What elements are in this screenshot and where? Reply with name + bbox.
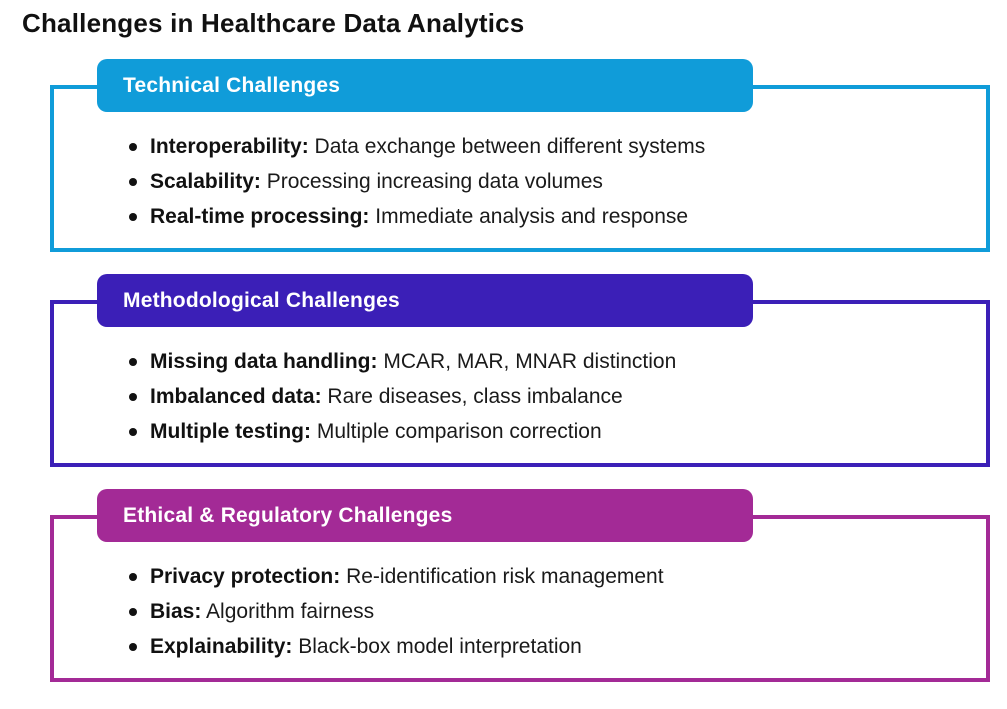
section-header-label: Ethical & Regulatory Challenges (123, 503, 453, 527)
bullet-term: Scalability (150, 170, 254, 193)
bullet-icon (129, 573, 137, 581)
bullet-term: Imbalanced data (150, 385, 315, 408)
bullet-item: Multiple testing: Multiple comparison co… (129, 414, 976, 449)
bullet-icon (129, 643, 137, 651)
bullet-separator: : (304, 420, 311, 443)
bullet-icon (129, 178, 137, 186)
bullet-term: Real-time processing (150, 205, 363, 228)
bullet-icon (129, 213, 137, 221)
bullet-separator: : (301, 135, 309, 158)
bullet-item: Real-time processing: Immediate analysis… (129, 199, 976, 234)
bullet-icon (129, 358, 137, 366)
bullet-term: Bias (150, 600, 195, 623)
bullet-desc: Data exchange between different systems (314, 135, 706, 158)
bullet-desc: Re-identification risk management (346, 565, 664, 588)
bullet-term: Privacy protection (150, 565, 334, 588)
bullet-item: Imbalanced data: Rare diseases, class im… (129, 379, 976, 414)
bullet-term: Interoperability (150, 135, 302, 158)
bullet-icon (129, 393, 137, 401)
bullet-item: Bias: Algorithm fairness (129, 594, 976, 629)
bullet-desc: MCAR, MAR, MNAR distinction (383, 350, 677, 373)
section-header-tab: Technical Challenges (97, 59, 753, 112)
section-header-tab: Ethical & Regulatory Challenges (97, 489, 753, 542)
bullet-list: Interoperability: Data exchange between … (129, 129, 976, 234)
bullet-icon (129, 428, 137, 436)
bullet-item: Missing data handling: MCAR, MAR, MNAR d… (129, 344, 976, 379)
bullet-term: Multiple testing (150, 420, 304, 443)
sections-container: Technical Challenges Interoperability: D… (0, 59, 1007, 682)
bullet-item: Privacy protection: Re-identification ri… (129, 559, 976, 594)
bullet-term: Explainability (150, 635, 286, 658)
bullet-separator: : (370, 350, 378, 373)
bullet-list: Missing data handling: MCAR, MAR, MNAR d… (129, 344, 976, 449)
section-technical-challenges: Technical Challenges Interoperability: D… (50, 59, 990, 252)
bullet-separator: : (285, 635, 293, 658)
bullet-term: Missing data handling (150, 350, 371, 373)
bullet-desc: Black-box model interpretation (298, 635, 582, 658)
bullet-desc: Immediate analysis and response (375, 205, 689, 228)
section-ethical-regulatory-challenges: Ethical & Regulatory Challenges Privacy … (50, 489, 990, 682)
page-title: Challenges in Healthcare Data Analytics (22, 8, 525, 38)
bullet-separator: : (362, 205, 370, 228)
bullet-separator: : (194, 600, 202, 623)
bullet-icon (129, 143, 137, 151)
bullet-desc: Processing increasing data volumes (266, 170, 603, 193)
section-box: Interoperability: Data exchange between … (50, 85, 990, 252)
section-header-label: Technical Challenges (123, 73, 341, 97)
bullet-item: Interoperability: Data exchange between … (129, 129, 976, 164)
bullet-desc: Multiple comparison correction (316, 420, 602, 443)
bullet-separator: : (333, 565, 341, 588)
bullet-list: Privacy protection: Re-identification ri… (129, 559, 976, 664)
section-header-tab: Methodological Challenges (97, 274, 753, 327)
bullet-separator: : (253, 170, 261, 193)
bullet-item: Scalability: Processing increasing data … (129, 164, 976, 199)
bullet-desc: Rare diseases, class imbalance (327, 385, 623, 408)
bullet-separator: : (314, 385, 322, 408)
bullet-icon (129, 608, 137, 616)
section-header-label: Methodological Challenges (123, 288, 400, 312)
bullet-item: Explainability: Black-box model interpre… (129, 629, 976, 664)
section-methodological-challenges: Methodological Challenges Missing data h… (50, 274, 990, 467)
bullet-desc: Algorithm fairness (206, 600, 375, 623)
